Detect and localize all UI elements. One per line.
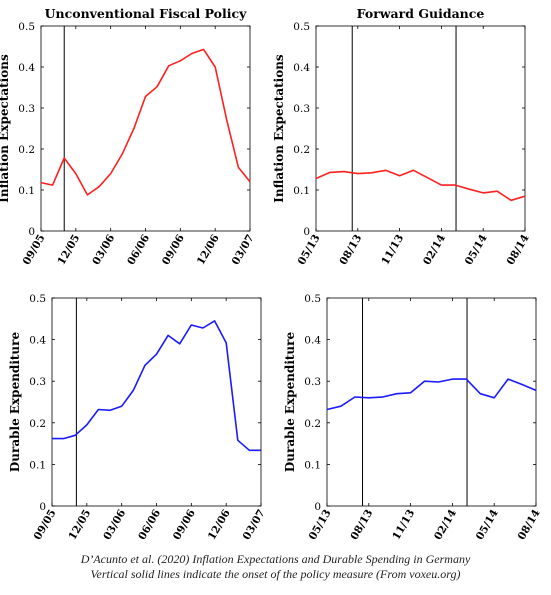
y-tick-label: 0.3 [18,103,35,115]
series-line [52,320,261,452]
x-tick-label: 12/06 [195,233,222,268]
y-tick-label: 0.3 [304,376,321,388]
y-tick-label: 0.4 [293,62,310,74]
y-tick-label: 0.1 [29,459,46,471]
y-axis-label: Inflation Expectations [0,54,11,203]
y-axis-label: Durable Expenditure [283,332,297,473]
chart-1: Unconventional Fiscal Policy 0 0.1 0.2 0.3 0.… [0,6,257,267]
x-tick-label: 05/13 [307,508,334,543]
chart-3: 0 0.1 0.2 0.3 0.4 0.5 Durable Expenditure 09/05… [8,293,268,542]
y-tick-label: 0.2 [18,144,35,156]
y-tick-label: 0.1 [293,185,310,197]
y-tick-label: 0.4 [29,335,46,347]
x-tick-label: 12/05 [67,508,94,543]
x-tick-label: 06/06 [125,233,152,268]
y-tick-label: 0.1 [18,185,35,197]
x-tick-label: 03/07 [230,233,257,268]
x-tick-label: 03/06 [90,233,117,268]
y-tick-label: 0.5 [293,21,310,33]
x-tick-label: 05/14 [463,233,490,268]
y-axis-label: Durable Expenditure [8,332,22,473]
x-tick-label: 11/13 [379,233,406,268]
series-line [326,378,537,411]
x-tick-label: 12/05 [56,233,83,268]
chart-2: Forward Guidance 0 0.1 0.2 0.3 0.4 0.5 Inflatio… [272,6,532,267]
y-tick-label: 0.1 [304,459,321,471]
y-axis-label: Inflation Expectations [272,54,286,203]
x-tick-label: 09/05 [32,508,59,543]
plot-frame [51,297,262,507]
plot-frame [326,297,537,507]
x-tick-label: 05/14 [474,508,501,543]
y-tick-label: 0.5 [304,293,321,305]
x-tick-label: 08/13 [337,233,364,268]
y-tick-label: 0 [303,226,310,238]
chart-title: Forward Guidance [357,6,485,21]
series-line [315,169,526,202]
x-tick-label: 09/05 [21,233,48,268]
chart-title: Unconventional Fiscal Policy [45,6,247,21]
y-tick-label: 0.4 [304,335,321,347]
x-tick-label: 03/07 [241,508,268,543]
y-tick-label: 0.3 [293,103,310,115]
plot-frame [40,25,251,232]
y-tick-label: 0 [39,501,46,513]
x-tick-label: 05/13 [296,233,323,268]
x-tick-label: 08/13 [348,508,375,543]
y-tick-label: 0.2 [29,418,46,430]
plot-frame [315,25,526,232]
caption-line-1: D’Acunto et al. (2020) Inflation Expecta… [80,552,471,566]
y-tick-label: 0.4 [18,62,35,74]
x-tick-label: 11/13 [390,508,417,543]
x-tick-label: 02/14 [432,508,459,543]
x-tick-label: 12/06 [206,508,233,543]
chart-4: 0 0.1 0.2 0.3 0.4 0.5 Durable Expenditure 05/13… [283,293,543,542]
x-tick-label: 08/14 [516,508,543,543]
y-tick-label: 0 [314,501,321,513]
y-tick-label: 0.2 [293,144,310,156]
y-tick-label: 0.5 [18,21,35,33]
x-tick-label: 09/06 [171,508,198,543]
y-tick-label: 0.3 [29,376,46,388]
x-tick-label: 08/14 [505,233,532,268]
x-tick-label: 02/14 [421,233,448,268]
y-tick-label: 0.2 [304,418,321,430]
caption-line-2: Vertical solid lines indicate the onset … [90,567,461,581]
series-line [40,48,251,196]
x-tick-label: 09/06 [160,233,187,268]
y-tick-label: 0 [28,226,35,238]
x-tick-label: 06/06 [136,508,163,543]
y-tick-label: 0.5 [29,293,46,305]
x-tick-label: 03/06 [101,508,128,543]
